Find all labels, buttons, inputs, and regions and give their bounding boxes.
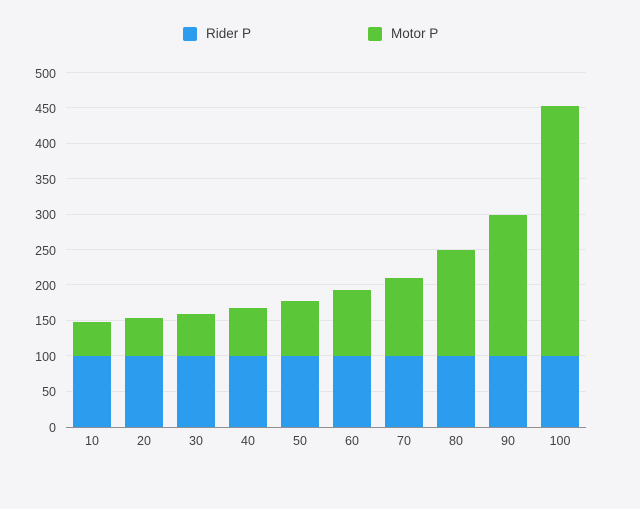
stacked-bar	[541, 106, 579, 427]
x-tick-label: 30	[189, 434, 203, 448]
bar-segment-motor-p	[73, 322, 111, 357]
bar-segment-motor-p	[229, 308, 267, 357]
bar-segment-motor-p	[177, 313, 215, 357]
bar-segment-motor-p	[281, 300, 319, 357]
plot-area	[66, 72, 586, 428]
x-tick-label: 20	[137, 434, 151, 448]
bar-segment-motor-p	[437, 250, 475, 357]
y-axis-labels: 0 50 100 150 200 250 300 350 400 450 500	[0, 67, 58, 435]
bar-segment-rider-p	[177, 356, 215, 427]
gridline	[66, 355, 586, 357]
rider-p-swatch-icon	[183, 27, 197, 41]
x-tick-label: 80	[449, 434, 463, 448]
legend-label-rider-p: Rider P	[206, 26, 252, 41]
bar-segment-rider-p	[73, 356, 111, 427]
x-tick-label: 70	[397, 434, 411, 448]
bar-segment-rider-p	[229, 356, 267, 427]
stacked-bar	[229, 308, 267, 427]
y-tick-label: 200	[35, 278, 56, 293]
y-tick-label: 0	[49, 420, 56, 435]
y-tick-label: 250	[35, 243, 56, 258]
legend-item-motor-p: Motor P	[368, 26, 438, 42]
gridline	[66, 390, 586, 392]
bar-segment-motor-p	[125, 317, 163, 357]
bar-segment-rider-p	[541, 356, 579, 427]
y-tick-label: 500	[35, 66, 56, 81]
x-tick-label: 90	[501, 434, 515, 448]
gridline	[66, 142, 586, 144]
x-tick-label: 50	[293, 434, 307, 448]
stacked-bar	[73, 322, 111, 427]
bar-segment-motor-p	[541, 106, 579, 357]
gridline	[66, 178, 586, 180]
x-axis-line	[66, 427, 586, 428]
bar-segment-rider-p	[281, 356, 319, 427]
y-tick-label: 450	[35, 101, 56, 116]
y-tick-label: 150	[35, 314, 56, 329]
gridline	[66, 249, 586, 250]
bar-segment-rider-p	[125, 356, 163, 427]
stacked-bar	[385, 277, 423, 427]
x-tick-label: 100	[549, 434, 571, 448]
gridline	[66, 72, 586, 73]
x-axis-labels: 10 20 30 40 50 60 70 80 90 100	[66, 434, 586, 450]
bar-segment-rider-p	[333, 356, 371, 427]
stacked-bar	[437, 250, 475, 427]
stacked-bar	[281, 300, 319, 427]
bar-segment-motor-p	[333, 289, 371, 357]
y-tick-label: 350	[35, 172, 56, 187]
y-tick-label: 50	[42, 385, 56, 400]
stacked-bar	[125, 317, 163, 427]
stacked-bar	[489, 215, 527, 427]
y-tick-label: 300	[35, 208, 56, 223]
x-tick-label: 40	[241, 434, 255, 448]
legend-item-rider-p: Rider P	[183, 26, 251, 42]
legend-label-motor-p: Motor P	[391, 26, 439, 41]
bar-segment-motor-p	[489, 215, 527, 357]
gridline	[66, 284, 586, 286]
x-tick-label: 10	[85, 434, 99, 448]
legend: Rider P Motor P	[0, 26, 640, 42]
bar-segment-rider-p	[489, 356, 527, 427]
bar-segment-rider-p	[385, 356, 423, 427]
stacked-bar	[333, 289, 371, 427]
bar-segment-rider-p	[437, 356, 475, 427]
motor-p-swatch-icon	[368, 27, 382, 41]
stacked-bar	[177, 313, 215, 427]
gridline	[66, 213, 586, 215]
gridline	[66, 107, 586, 109]
gridline	[66, 319, 586, 321]
bar-segment-motor-p	[385, 277, 423, 357]
x-tick-label: 60	[345, 434, 359, 448]
y-tick-label: 100	[35, 349, 56, 364]
y-tick-label: 400	[35, 137, 56, 152]
